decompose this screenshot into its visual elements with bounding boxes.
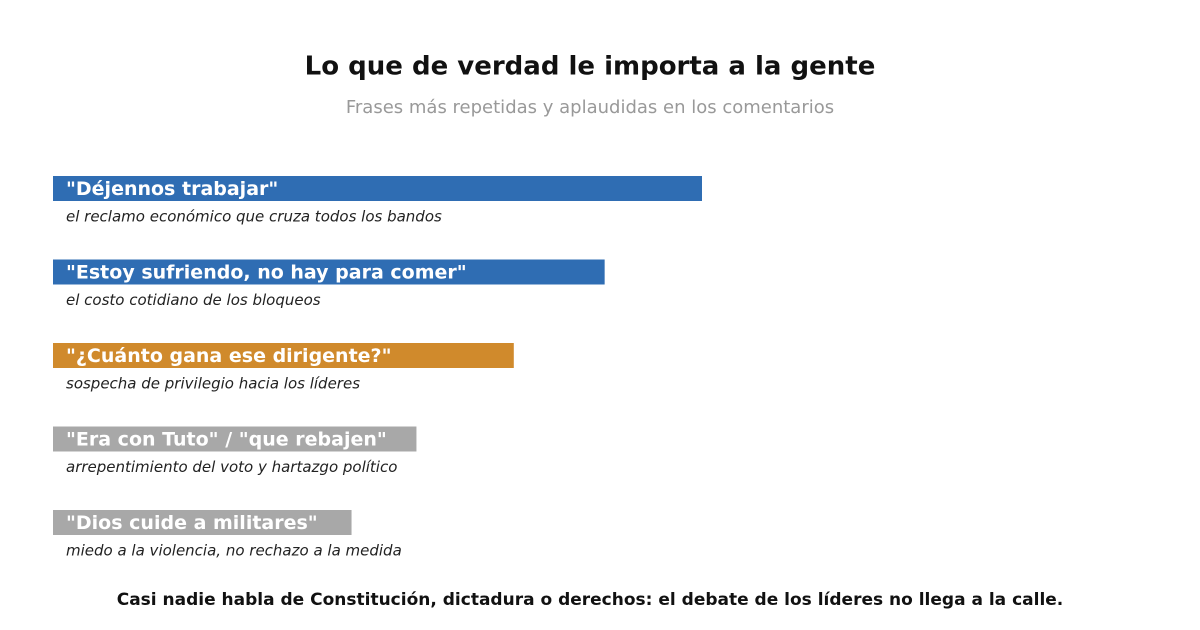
bar-label: "Dios cuide a militares" [66,512,318,534]
bar-label: "Era con Tuto" / "que rebajen" [66,429,387,451]
bar-description: el costo cotidiano de los bloqueos [66,291,321,309]
bar-description: el reclamo económico que cruza todos los… [66,208,442,226]
bar-description: sospecha de privilegio hacia los líderes [66,375,360,393]
chart-subtitle: Frases más repetidas y aplaudidas en los… [346,97,834,118]
bar [53,176,702,201]
chart-title: Lo que de verdad le importa a la gente [305,52,876,82]
footnote: Casi nadie habla de Constitución, dictad… [117,590,1064,610]
bar-label: "Déjennos trabajar" [66,178,278,200]
bar [53,259,605,285]
bar [53,510,352,535]
bar-label: "¿Cuánto gana ese dirigente?" [66,345,391,367]
bar [53,343,514,368]
bar-description: miedo a la violencia, no rechazo a la me… [66,542,402,560]
bar-label: "Estoy sufriendo, no hay para comer" [66,262,467,284]
bar [53,426,417,452]
bar-description: arrepentimiento del voto y hartazgo polí… [66,458,397,476]
